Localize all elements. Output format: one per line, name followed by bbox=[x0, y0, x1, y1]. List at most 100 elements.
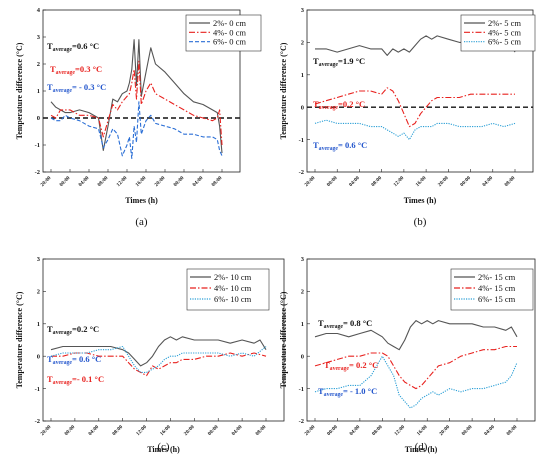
y-tick-label: 3 bbox=[301, 256, 305, 263]
average-annotation: Taverage= 0.6 °C bbox=[47, 354, 101, 366]
x-tick-label: 00:00 bbox=[461, 424, 474, 437]
y-tick-label: -2 bbox=[299, 418, 304, 425]
legend-entry: 4%- 0 cm bbox=[213, 27, 246, 37]
series-line-2 bbox=[314, 87, 515, 128]
x-tick-label: 00:00 bbox=[459, 175, 472, 188]
legend-entry: 4%- 15 cm bbox=[478, 283, 516, 293]
average-annotation: Taverage= 0.6 °C bbox=[313, 140, 367, 152]
x-tick-label: 16:00 bbox=[159, 424, 172, 437]
y-tick-label: -1 bbox=[299, 386, 304, 393]
x-tick-label: 12:00 bbox=[392, 175, 405, 188]
plot-frame bbox=[306, 258, 536, 422]
y-tick-label: -1 bbox=[35, 142, 40, 149]
legend-box bbox=[460, 14, 536, 52]
y-axis-label: Temperature difference (°C) bbox=[279, 291, 288, 388]
y-axis-label: Temperature difference (°C) bbox=[15, 291, 24, 388]
x-tick-label: 08:00 bbox=[504, 175, 517, 188]
y-tick-label: -1 bbox=[35, 386, 40, 393]
series-line-3 bbox=[314, 119, 516, 141]
x-tick-label: 20:00 bbox=[154, 175, 167, 188]
x-tick-label: 08:00 bbox=[211, 175, 224, 188]
legend-entry: 4%- 10 cm bbox=[214, 283, 252, 293]
y-tick-label: 0 bbox=[37, 353, 40, 360]
x-tick-label: 16:00 bbox=[416, 424, 429, 437]
legend-box bbox=[186, 268, 270, 311]
average-annotation: Taverage=0.6 °C bbox=[47, 41, 99, 53]
x-tick-label: 16:00 bbox=[415, 175, 428, 188]
y-tick-label: 3 bbox=[37, 256, 41, 263]
x-tick-label: 16:00 bbox=[135, 175, 148, 188]
x-tick-label: 00:00 bbox=[63, 424, 76, 437]
legend-box bbox=[185, 14, 262, 52]
y-tick-label: 1 bbox=[37, 321, 40, 328]
x-tick-label: 00:00 bbox=[173, 175, 186, 188]
x-tick-label: 04:00 bbox=[78, 175, 91, 188]
series-line-1 bbox=[50, 39, 223, 154]
y-tick-label: 3 bbox=[301, 7, 305, 14]
x-tick-label: 00:00 bbox=[207, 424, 220, 437]
x-tick-label: 20:00 bbox=[183, 424, 196, 437]
average-annotation: Taverage=0.2 °C bbox=[47, 324, 99, 336]
y-tick-label: -2 bbox=[35, 418, 40, 425]
y-tick-label: 2 bbox=[37, 61, 40, 68]
average-annotation: Taverage= - 1.0 °C bbox=[318, 386, 377, 398]
panel-label: (a) bbox=[135, 216, 148, 228]
chart-c: -2 -1 0 1 2 3 20:00 00:00 04:00 08:00 12:00 16:00 20… bbox=[15, 256, 285, 454]
average-annotation: Taverage=0.3 °C bbox=[50, 64, 102, 76]
x-tick-label: 04:00 bbox=[231, 424, 244, 437]
x-axis-label: Times (h) bbox=[404, 196, 437, 205]
panel-label: (c) bbox=[157, 441, 170, 453]
chart-d: -2 -1 0 1 2 3 20:00 00:00 04:00 08:00 12:00 16:00 20… bbox=[279, 256, 536, 454]
x-tick-label: 00:00 bbox=[59, 175, 72, 188]
series-line-3 bbox=[314, 355, 518, 409]
x-tick-label: 12:00 bbox=[116, 175, 129, 188]
x-tick-label: 08:00 bbox=[255, 424, 268, 437]
legend-entry: 2%- 10 cm bbox=[214, 272, 252, 282]
plot-frame bbox=[42, 258, 285, 422]
x-tick-label: 20:00 bbox=[438, 424, 451, 437]
y-tick-label: 0 bbox=[301, 104, 304, 111]
panel-label: (b) bbox=[414, 216, 427, 228]
y-axis-label: Temperature difference (°C) bbox=[15, 42, 24, 139]
y-tick-label: -2 bbox=[299, 169, 304, 176]
legend-entry: 6%- 0 cm bbox=[213, 37, 246, 47]
legend-entry: 2%- 15 cm bbox=[478, 272, 516, 282]
x-tick-label: 08:00 bbox=[506, 424, 519, 437]
y-tick-label: 3 bbox=[37, 34, 41, 41]
average-annotation: Taverage= 0.8 °C bbox=[318, 318, 372, 330]
x-tick-label: 12:00 bbox=[393, 424, 406, 437]
chart-b: -2 -1 0 1 2 3 20:00 00:00 04:00 08:00 12:00 16:00 20… bbox=[279, 7, 536, 228]
legend-entry: 2%- 5 cm bbox=[488, 18, 521, 28]
y-tick-label: 2 bbox=[301, 289, 304, 296]
average-annotation: Taverage=- 0.1 °C bbox=[47, 374, 104, 386]
series-line-1 bbox=[50, 336, 267, 367]
series-line-2 bbox=[50, 60, 223, 146]
x-tick-label: 20:00 bbox=[437, 175, 450, 188]
average-annotation: Taverage= - 0.3 °C bbox=[47, 82, 106, 94]
legend-entry: 6%- 10 cm bbox=[214, 294, 252, 304]
plot-frame bbox=[306, 9, 534, 173]
series-line-2 bbox=[314, 345, 517, 390]
x-axis-label: Times (h) bbox=[147, 445, 180, 454]
x-tick-label: 04:00 bbox=[483, 424, 496, 437]
x-tick-label: 20:00 bbox=[40, 424, 53, 437]
y-tick-label: -2 bbox=[35, 169, 40, 176]
x-tick-label: 04:00 bbox=[481, 175, 494, 188]
x-tick-label: 20:00 bbox=[304, 175, 317, 188]
x-tick-label: 08:00 bbox=[370, 175, 383, 188]
legend-entry: 4%- 5 cm bbox=[488, 27, 521, 37]
panel-label: (d) bbox=[415, 441, 428, 453]
x-axis-label: Times (h) bbox=[125, 196, 158, 205]
series-line-3 bbox=[50, 345, 267, 373]
x-tick-label: 04:00 bbox=[87, 424, 100, 437]
x-tick-label: 04:00 bbox=[192, 175, 205, 188]
y-axis-label: Temperature difference (°C) bbox=[279, 42, 288, 139]
x-tick-label: 04:00 bbox=[348, 175, 361, 188]
y-tick-label: 1 bbox=[37, 88, 40, 95]
y-tick-label: 1 bbox=[301, 321, 304, 328]
x-tick-label: 08:00 bbox=[371, 424, 384, 437]
x-tick-label: 08:00 bbox=[97, 175, 110, 188]
average-annotation: Taverage=0.2 °C bbox=[313, 99, 365, 111]
y-tick-label: 0 bbox=[301, 353, 304, 360]
